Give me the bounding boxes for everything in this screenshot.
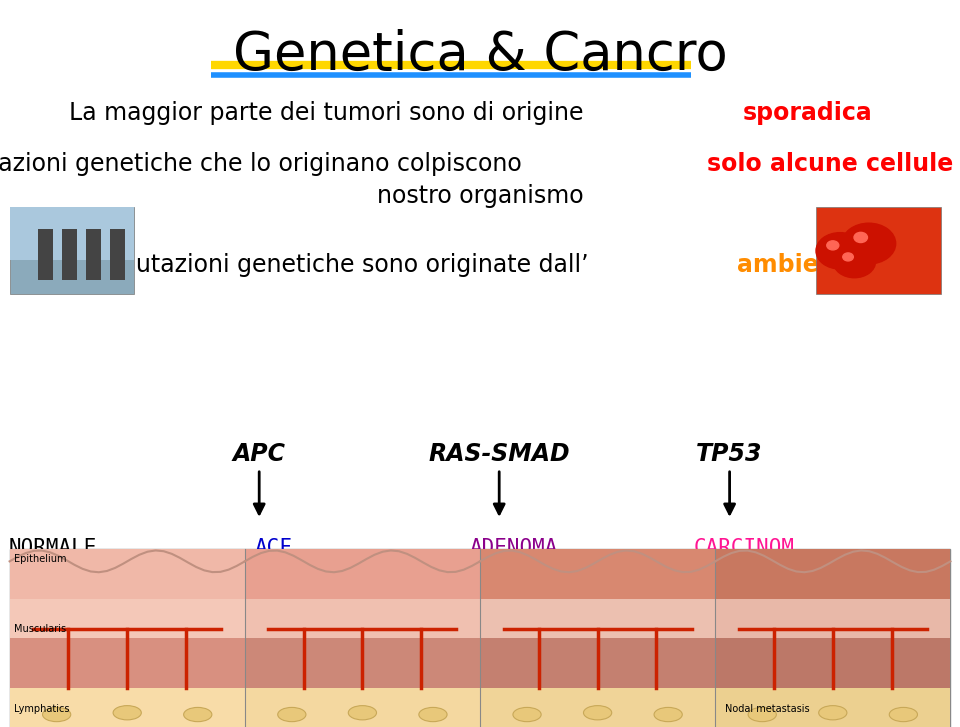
Bar <box>715 688 950 727</box>
Ellipse shape <box>513 707 541 722</box>
Bar <box>245 599 480 638</box>
Bar <box>480 599 715 638</box>
Text: APC: APC <box>232 442 286 467</box>
Ellipse shape <box>889 707 918 722</box>
Bar <box>110 229 125 280</box>
Ellipse shape <box>277 707 306 722</box>
Bar <box>480 638 715 688</box>
Circle shape <box>833 246 876 278</box>
Bar <box>10 638 245 688</box>
Text: CARCINOM
A: CARCINOM A <box>693 538 795 581</box>
Circle shape <box>816 233 864 269</box>
Ellipse shape <box>183 707 212 722</box>
Bar <box>10 688 245 727</box>
Ellipse shape <box>348 706 376 720</box>
FancyBboxPatch shape <box>816 207 941 294</box>
Bar <box>480 549 715 599</box>
Ellipse shape <box>113 706 141 720</box>
Ellipse shape <box>819 706 847 720</box>
Text: solo alcune cellule: solo alcune cellule <box>707 151 953 176</box>
Bar <box>245 688 480 727</box>
Ellipse shape <box>654 707 683 722</box>
Text: Epithelium: Epithelium <box>14 554 67 564</box>
Text: Le mutazioni genetiche sono originate dall’: Le mutazioni genetiche sono originate da… <box>78 253 588 278</box>
Bar <box>10 549 950 727</box>
Bar <box>480 688 715 727</box>
FancyBboxPatch shape <box>10 207 134 260</box>
Bar <box>10 549 245 599</box>
Text: RAS-SMAD: RAS-SMAD <box>428 442 570 467</box>
Circle shape <box>842 223 896 264</box>
Text: La maggior parte dei tumori sono di origine: La maggior parte dei tumori sono di orig… <box>69 100 591 125</box>
Ellipse shape <box>42 707 71 722</box>
Bar <box>86 229 101 280</box>
Bar <box>245 549 480 599</box>
FancyBboxPatch shape <box>10 207 134 294</box>
Bar <box>715 549 950 599</box>
Bar <box>10 599 245 638</box>
Circle shape <box>843 253 853 261</box>
Text: NORMALE: NORMALE <box>9 538 97 558</box>
Text: Nodal metastasis: Nodal metastasis <box>725 704 809 714</box>
Text: Le mutazioni genetiche che lo originano colpiscono: Le mutazioni genetiche che lo originano … <box>0 151 529 176</box>
Text: Genetica & Cancro: Genetica & Cancro <box>232 29 728 81</box>
Ellipse shape <box>419 707 447 722</box>
Text: Lymphatics: Lymphatics <box>14 704 70 714</box>
Bar <box>62 229 77 280</box>
Text: ambiente: ambiente <box>737 253 863 278</box>
Circle shape <box>827 241 839 250</box>
Circle shape <box>854 233 868 243</box>
Text: ACF: ACF <box>254 538 293 558</box>
Bar <box>715 638 950 688</box>
Text: sporadica: sporadica <box>743 100 873 125</box>
Text: TP53: TP53 <box>696 442 763 467</box>
Ellipse shape <box>584 706 612 720</box>
Bar <box>245 638 480 688</box>
Bar <box>38 229 53 280</box>
Text: nostro organismo: nostro organismo <box>376 184 584 209</box>
Text: ADENOMA: ADENOMA <box>469 538 558 558</box>
Ellipse shape <box>748 707 777 722</box>
Bar <box>715 599 950 638</box>
Text: Muscularis: Muscularis <box>14 624 66 634</box>
